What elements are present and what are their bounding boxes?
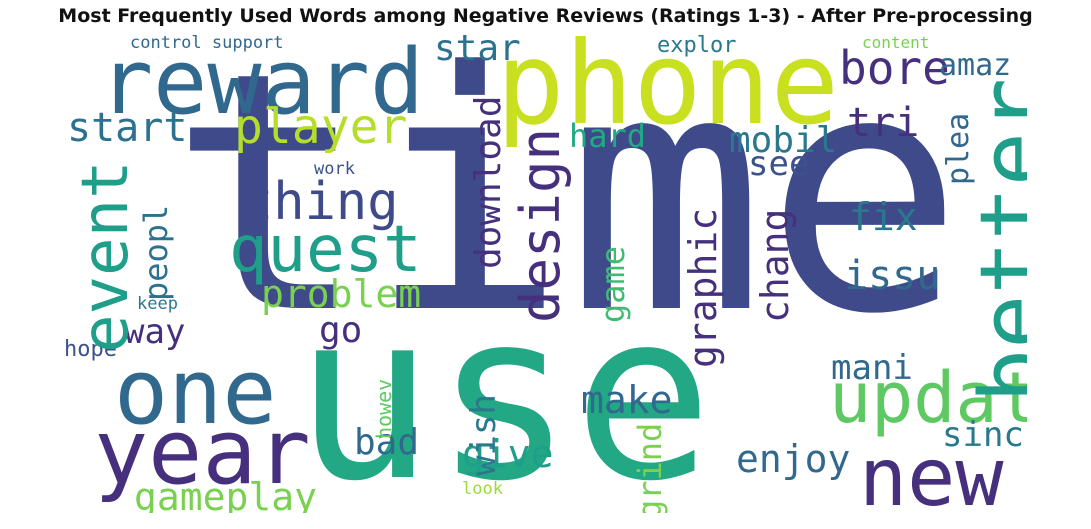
word-bad: bad bbox=[354, 422, 420, 463]
word-bore: bore bbox=[839, 41, 950, 95]
word-sinc: sinc bbox=[942, 415, 1024, 455]
word-peopl: peopl bbox=[137, 204, 175, 301]
word-one: one bbox=[114, 340, 277, 445]
word-quest: quest bbox=[229, 213, 422, 287]
word-star: star bbox=[434, 33, 521, 69]
word-download: download bbox=[468, 95, 509, 269]
word-amaz: amaz bbox=[939, 48, 1012, 83]
word-enjoy: enjoy bbox=[736, 437, 851, 481]
word-better: better bbox=[961, 77, 1027, 403]
word-start: start bbox=[67, 105, 188, 151]
word-explor: explor bbox=[657, 33, 737, 58]
word-problem: problem bbox=[261, 272, 422, 316]
word-year: year bbox=[94, 400, 311, 505]
word-mani: mani bbox=[831, 348, 913, 388]
word-keep: keep bbox=[137, 294, 178, 314]
word-cloud: time use phone reward one year new updat… bbox=[64, 33, 1027, 513]
word-plea: plea bbox=[941, 112, 976, 185]
word-look: look bbox=[462, 479, 503, 499]
word-make: make bbox=[581, 378, 673, 422]
word-event: event bbox=[69, 160, 143, 353]
word-game: game bbox=[594, 245, 632, 323]
word-new: new bbox=[859, 431, 1004, 514]
word-phone: phone bbox=[496, 33, 840, 150]
word-mobil: mobil bbox=[729, 120, 838, 161]
word-thing: thing bbox=[242, 172, 399, 232]
word-hope: hope bbox=[64, 337, 117, 362]
word-way: way bbox=[124, 312, 186, 352]
word-player: player bbox=[234, 99, 408, 155]
word-time: time bbox=[169, 33, 964, 386]
word-wish: wish bbox=[464, 394, 504, 476]
chart-title: Most Frequently Used Words among Negativ… bbox=[58, 5, 1033, 27]
word-control-support: control support bbox=[130, 33, 284, 53]
word-gameplay: gameplay bbox=[134, 475, 318, 513]
word-hard: hard bbox=[569, 117, 647, 155]
word-graphic: graphic bbox=[681, 207, 725, 368]
word-updat: updat bbox=[829, 357, 1027, 439]
word-chang: chang bbox=[753, 208, 797, 323]
word-see: see bbox=[748, 144, 810, 184]
word-grind: grind bbox=[631, 422, 669, 513]
word-use: use bbox=[294, 262, 714, 513]
word-fix: fix bbox=[849, 195, 918, 239]
word-work: work bbox=[314, 159, 355, 179]
word-design: design bbox=[509, 127, 572, 323]
word-issu: issu bbox=[844, 253, 941, 299]
word-howev: howev bbox=[372, 378, 396, 439]
word-give: give bbox=[462, 432, 554, 476]
word-tri: tri bbox=[847, 100, 920, 146]
word-reward: reward bbox=[99, 33, 425, 135]
word-content: content bbox=[862, 33, 930, 52]
word-go: go bbox=[319, 310, 363, 351]
